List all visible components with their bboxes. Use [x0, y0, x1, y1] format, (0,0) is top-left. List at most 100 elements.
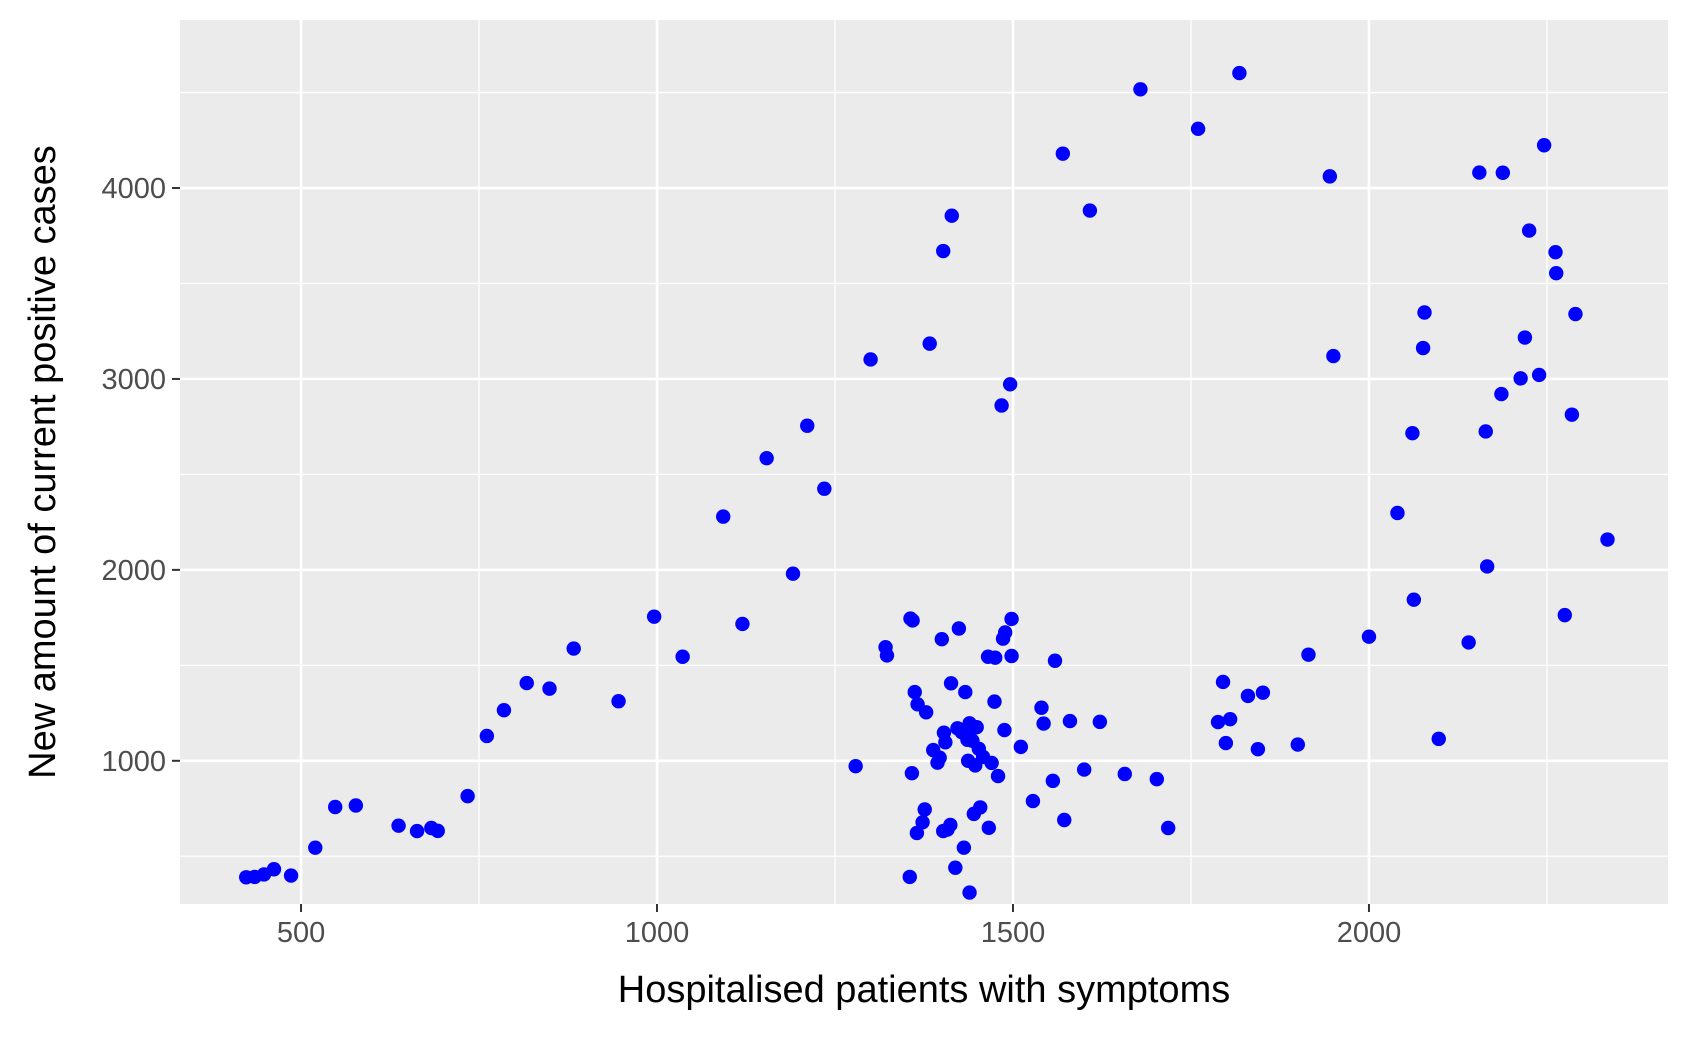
data-point [1045, 773, 1061, 789]
data-point [1255, 685, 1271, 700]
x-tick-label: 2000 [1337, 917, 1402, 949]
data-point [1494, 386, 1509, 402]
data-point [519, 675, 534, 691]
data-point [1531, 367, 1547, 383]
data-point [1013, 739, 1029, 755]
data-point [759, 450, 774, 466]
data-point [962, 885, 977, 900]
data-point [1557, 607, 1572, 623]
data-point [969, 720, 984, 735]
data-point [817, 481, 832, 496]
data-point [479, 728, 495, 744]
x-tick-label: 1000 [625, 917, 690, 949]
data-point [1568, 306, 1583, 322]
data-point [997, 722, 1012, 738]
data-point [1495, 165, 1511, 180]
data-point [1549, 265, 1564, 281]
data-point [1161, 820, 1176, 836]
data-point [266, 862, 282, 877]
data-point [951, 621, 967, 636]
data-point [902, 869, 917, 885]
data-point [917, 802, 932, 817]
data-point [735, 616, 750, 632]
data-point [1149, 771, 1165, 787]
data-point [1478, 424, 1493, 439]
data-point [943, 676, 959, 691]
data-point [496, 703, 512, 718]
major-gridlines [180, 20, 1668, 904]
data-point [1326, 348, 1341, 364]
data-point [1240, 688, 1256, 704]
data-point [1405, 425, 1420, 441]
data-point [1218, 735, 1234, 751]
data-point [1117, 766, 1132, 782]
data-point [1002, 377, 1018, 392]
data-point [934, 631, 949, 647]
data-point [905, 613, 920, 628]
data-point [1513, 371, 1528, 386]
x-axis-title: Hospitalised patients with symptoms [618, 969, 1230, 1011]
x-tick-label: 1500 [981, 917, 1046, 949]
data-point [542, 681, 557, 696]
data-point [1564, 407, 1580, 422]
data-point [907, 684, 922, 700]
data-point [1517, 330, 1533, 345]
data-point [1025, 793, 1041, 809]
data-point [460, 788, 475, 804]
data-point [863, 352, 878, 367]
data-point [958, 684, 973, 700]
data-point [1057, 812, 1072, 828]
data-point [987, 694, 1002, 709]
data-point [1133, 82, 1148, 97]
data-point [1431, 731, 1446, 747]
data-point [1600, 532, 1615, 547]
data-point [283, 868, 299, 883]
data-point [915, 815, 930, 830]
y-tick-label: 1000 [101, 746, 166, 778]
data-point [984, 755, 999, 771]
data-point [1548, 244, 1563, 260]
data-point [918, 705, 934, 720]
x-tick-label: 500 [277, 917, 325, 949]
data-point [1047, 653, 1063, 668]
data-point [611, 694, 626, 709]
plot-panel [180, 20, 1668, 904]
data-point [1210, 714, 1226, 730]
data-point [1034, 700, 1049, 715]
y-axis-ticks: 1000 2000 3000 4000 [101, 173, 180, 778]
data-point [1322, 169, 1338, 184]
data-point [987, 650, 1003, 665]
data-point [981, 820, 996, 836]
data-point [1521, 223, 1537, 238]
data-point [1461, 635, 1476, 650]
data-point [1190, 121, 1206, 137]
data-point [1076, 762, 1092, 777]
y-tick-label: 2000 [101, 555, 166, 587]
data-point [1004, 648, 1019, 664]
data-point [1536, 138, 1552, 153]
data-point [904, 766, 920, 781]
data-point [1417, 305, 1432, 320]
data-point [909, 825, 925, 841]
data-point [308, 840, 323, 855]
data-point [1222, 711, 1238, 727]
data-point [932, 750, 947, 765]
data-point [716, 509, 731, 524]
data-point [328, 799, 343, 815]
data-point [879, 648, 895, 663]
data-point [675, 649, 690, 664]
data-point [922, 336, 937, 351]
data-point [948, 860, 963, 875]
data-point [430, 823, 445, 839]
x-axis-ticks: 500 1000 1500 2000 [277, 904, 1401, 949]
data-point [943, 817, 958, 833]
data-point [348, 798, 364, 813]
data-point [1055, 146, 1071, 161]
data-point [785, 566, 801, 581]
y-tick-label: 3000 [101, 364, 166, 396]
data-point [1250, 741, 1266, 757]
data-point [997, 625, 1013, 640]
data-point [1062, 713, 1078, 729]
